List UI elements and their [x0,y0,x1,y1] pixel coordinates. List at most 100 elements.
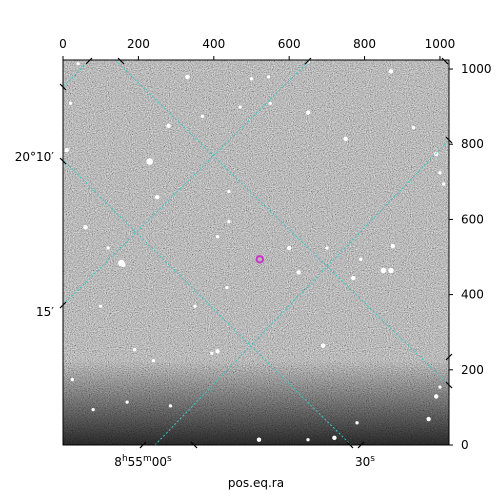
star [332,435,337,441]
ra-tick-bottom [190,441,198,449]
ra-label-855: 8h55m00s [114,454,172,469]
star [68,101,73,105]
world-ticks [59,57,453,449]
dec-label-10: 20°10′ [15,150,55,164]
dec-tick-left [59,157,67,165]
star [380,267,387,274]
star [390,243,396,249]
star [227,220,231,224]
star [215,235,220,239]
ra-label-30s: 30s [355,454,375,469]
bottom-vignette [63,60,449,445]
ra-h-unit: h [122,454,128,464]
ra-30-value: 30 [355,455,370,469]
star [76,62,80,66]
star [305,110,311,115]
star [411,126,416,130]
star [193,304,197,308]
dec-label-15: 15′ [36,305,54,319]
dec-tick-right [445,353,453,361]
star [355,421,359,425]
star [359,257,363,261]
ra-m-unit: m [143,454,152,464]
star [351,275,356,281]
dec-tick-left [59,301,67,309]
x-tick-label: 1000 [425,37,456,51]
star [200,114,205,119]
y-tick-label: 1000 [461,62,492,76]
x-axis-label: pos.eq.ra [228,476,284,490]
star [286,245,292,251]
dec-tick-right [445,136,453,144]
dec-grid-line [63,159,352,445]
stars [64,60,446,442]
star [132,347,137,352]
star [125,400,129,404]
plot-frame [62,59,450,446]
x-tick-label: 600 [278,37,301,51]
ra-grid-line [63,60,311,306]
top-pixel-axis: 0 200 400 600 800 1000 [59,37,455,60]
star [388,69,394,74]
star [83,225,88,230]
star [343,136,348,142]
x-tick-label: 200 [127,37,150,51]
y-tick-label: 200 [461,363,484,377]
star [433,394,439,399]
x-tick-label: 400 [202,37,225,51]
ra-tick-bottom [139,441,147,449]
ra-tick-bottom [357,441,365,449]
star [146,158,153,165]
ra-tick-bottom [346,441,354,449]
y-tick-label: 0 [461,438,469,452]
star [438,385,442,389]
right-pixel-axis: 0 200 400 600 800 1000 [449,62,492,452]
y-tick-label: 400 [461,288,484,302]
star [227,189,231,194]
y-tick-label: 800 [461,137,484,151]
star [106,246,110,250]
star [296,270,301,275]
star [99,304,103,308]
x-tick-label: 800 [353,37,376,51]
ra-grid-line [154,139,449,445]
star [225,285,229,290]
dec-tick-right [445,381,453,389]
star [426,416,431,422]
star [388,267,394,274]
star [320,343,326,348]
star [210,351,214,355]
star [121,262,126,268]
star [325,246,329,250]
star [64,148,69,153]
star [268,101,272,105]
star [91,408,95,412]
star [266,75,271,79]
star [256,437,262,442]
ra-hours: 8 [114,455,122,469]
star [166,123,171,128]
y-tick-label: 600 [461,212,484,226]
dec-tick-left [59,83,67,91]
star [151,359,156,363]
image-panel [63,60,449,445]
star [238,105,242,109]
star [442,182,446,186]
star [306,438,310,442]
ra-tick-top [304,57,312,65]
ra-seconds: 00 [152,455,167,469]
star [168,404,173,408]
x-tick-label: 0 [59,37,67,51]
dec-grid-line [114,60,449,386]
ra-minutes: 55 [128,455,143,469]
star [249,77,254,81]
ra-30-unit: s [370,454,375,464]
star [70,377,75,382]
ra-tick-top [117,57,125,65]
ra-tick-top [85,57,93,65]
star [215,349,220,354]
star [155,195,160,200]
star [185,74,190,80]
target-marker [255,255,264,264]
coordinate-grid [63,60,449,445]
